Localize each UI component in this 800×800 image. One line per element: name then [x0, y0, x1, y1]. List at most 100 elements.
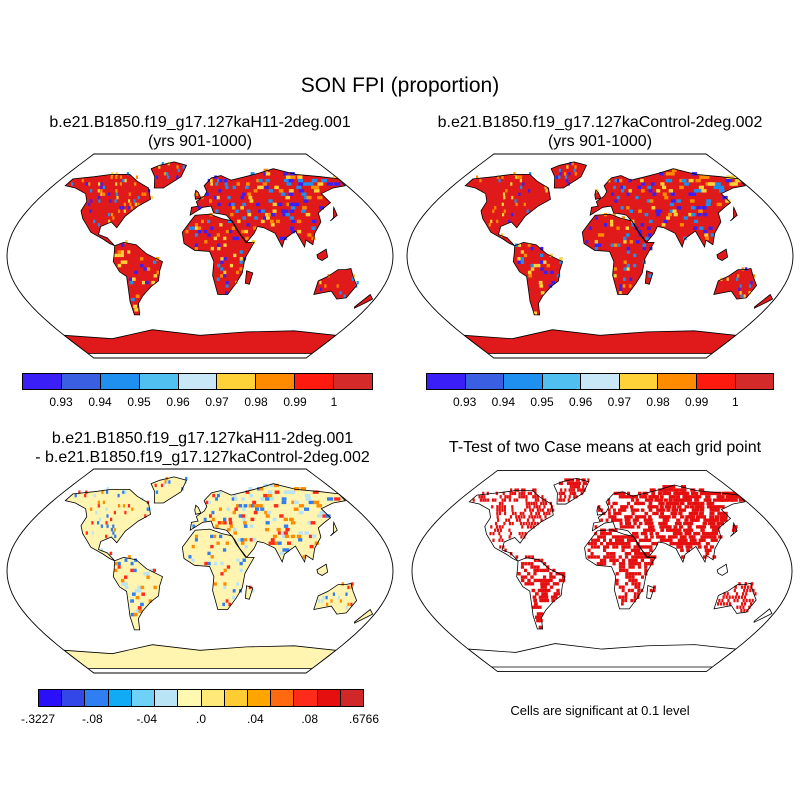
grid-cell [501, 505, 504, 509]
grid-cell [250, 517, 255, 522]
grid-cell [503, 498, 507, 502]
grid-cell [636, 501, 641, 506]
grid-cell [614, 199, 618, 203]
grid-cell [666, 508, 671, 512]
grid-cell [223, 243, 227, 247]
grid-cell [486, 491, 489, 496]
grid-cell [84, 493, 87, 498]
grid-cell [101, 490, 104, 494]
grid-cell [140, 263, 144, 268]
grid-cell [303, 199, 309, 203]
grid-cell [472, 498, 475, 502]
grid-cell [650, 495, 655, 499]
grid-cell [552, 508, 555, 512]
grid-cell [518, 531, 521, 536]
grid-cell [587, 555, 591, 559]
grid-cell [577, 488, 580, 492]
colorbar-tick-label: .08 [301, 712, 318, 726]
land-madagascar [245, 585, 253, 600]
grid-cell [544, 592, 548, 596]
grid-cell [223, 568, 227, 573]
grid-cell [98, 517, 102, 522]
grid-cell [225, 284, 229, 288]
grid-cell [98, 199, 101, 203]
grid-cell [632, 531, 636, 536]
grid-cell [541, 592, 545, 596]
grid-cell [600, 541, 604, 546]
grid-cell [298, 531, 303, 535]
grid-cell [750, 582, 754, 586]
grid-cell [259, 487, 264, 491]
coastline-namerica [468, 490, 554, 562]
grid-cell [303, 182, 309, 186]
grid-cell [543, 260, 547, 264]
grid-cell [110, 175, 113, 179]
grid-cell [717, 602, 720, 606]
colorbar-tick-label: .04 [246, 712, 264, 726]
grid-cell [120, 578, 125, 583]
grid-cell [313, 185, 320, 190]
grid-cell [559, 260, 563, 264]
grid-cell [543, 562, 547, 566]
grid-cell [122, 504, 126, 508]
grid-cell [672, 531, 677, 536]
grid-cell [751, 598, 754, 603]
grid-cell [621, 216, 625, 220]
grid-cell [297, 178, 304, 183]
grid-cell [676, 545, 681, 549]
grid-cell [166, 172, 169, 176]
grid-cell [533, 505, 536, 509]
grid-cell [216, 195, 220, 200]
grid-cell [524, 555, 528, 559]
grid-cell [701, 525, 707, 529]
grid-cell [540, 501, 543, 506]
grid-cell [227, 195, 231, 200]
grid-cell [660, 501, 665, 506]
grid-cell [543, 578, 547, 583]
grid-cell [579, 488, 582, 492]
grid-cell [745, 598, 748, 603]
grid-cell [593, 555, 597, 559]
grid-cell [716, 521, 722, 526]
grid-cell [267, 493, 273, 498]
grid-cell [122, 206, 125, 210]
grid-cell [490, 525, 493, 529]
grid-cell [229, 524, 233, 528]
grid-cell [514, 488, 517, 492]
grid-cell [727, 498, 734, 502]
grid-cell [231, 202, 235, 207]
grid-cell [627, 545, 631, 549]
grid-cell [265, 514, 270, 518]
grid-cell [483, 495, 486, 499]
grid-cell [613, 267, 617, 271]
grid-cell [546, 263, 550, 268]
grid-cell [684, 182, 689, 186]
grid-cell [659, 538, 664, 542]
grid-cell [314, 189, 320, 193]
grid-cell [670, 485, 676, 489]
grid-cell [218, 507, 222, 511]
grid-cell [244, 229, 248, 234]
grid-cell [742, 592, 745, 596]
grid-cell [578, 481, 581, 486]
grid-cell [636, 240, 640, 244]
land-africa [182, 529, 255, 610]
grid-cell [264, 510, 269, 515]
grid-cell [665, 501, 670, 506]
grid-cell [119, 182, 122, 186]
grid-cell [669, 209, 674, 213]
grid-cell [734, 595, 737, 599]
grid-cell [620, 538, 625, 542]
colorbar-tick-label: 0.93 [49, 395, 73, 409]
grid-cell [652, 588, 656, 593]
grid-cell [537, 588, 542, 593]
grid-cell [709, 508, 715, 512]
grid-cell [679, 545, 684, 549]
grid-cell [529, 508, 532, 512]
grid-cell [687, 525, 692, 529]
grid-cell [701, 538, 706, 542]
grid-cell [536, 515, 539, 519]
grid-cell [128, 199, 131, 203]
grid-cell [675, 531, 680, 536]
grid-cell [587, 541, 591, 546]
